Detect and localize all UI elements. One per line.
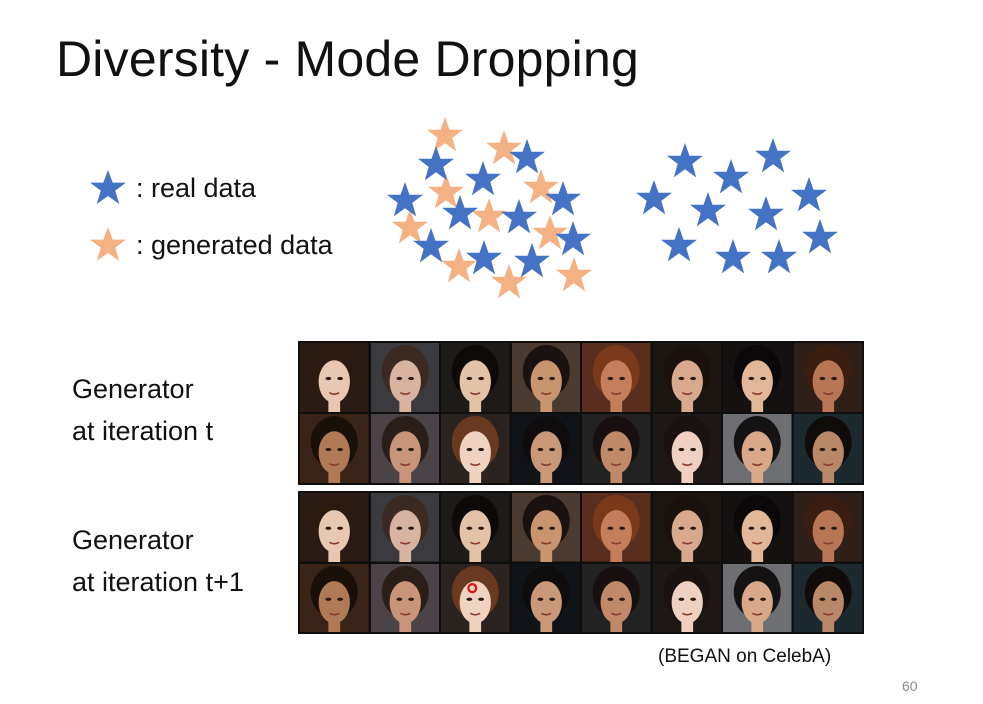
iteration-t-face-thumbnail [511, 414, 580, 483]
iteration-t1-face-thumbnail [300, 563, 369, 632]
iteration-t1-face-thumbnail [511, 563, 580, 632]
iteration-t-face-thumbnail [300, 343, 369, 412]
iteration-t-face-thumbnail [793, 343, 862, 412]
iteration-t1-face-thumbnail [793, 493, 862, 562]
figure-caption: (BEGAN on CelebA) [658, 646, 832, 667]
legend-real: : real data [88, 168, 256, 208]
legend-real-label: : real data [136, 172, 257, 203]
iteration-t-face-thumbnail [441, 414, 510, 483]
generator-t-line1: Generator [72, 374, 194, 404]
iteration-t1-face-thumbnail [652, 563, 721, 632]
iteration-t-face-thumbnail [300, 414, 369, 483]
iteration-t-face-thumbnail [441, 343, 510, 412]
iteration-t-face-thumbnail [511, 343, 580, 412]
iteration-t1-face-thumbnail [582, 493, 651, 562]
slide-title: Diversity - Mode Dropping [56, 31, 639, 87]
iteration-t1-face-thumbnail [582, 563, 651, 632]
iteration-t1-face-thumbnail [511, 493, 580, 562]
legend-generated: : generated data [88, 225, 333, 265]
iteration-t1-face-thumbnail [370, 563, 439, 632]
iteration-t1-face-thumbnail [441, 563, 510, 632]
iteration-t-face-thumbnail [582, 343, 651, 412]
face-grid-iteration-t1 [298, 491, 864, 634]
real-star-cluster [636, 138, 838, 274]
iteration-t-face-thumbnail [723, 414, 792, 483]
iteration-t1-face-thumbnail [723, 563, 792, 632]
iteration-t-face-thumbnail [652, 343, 721, 412]
iteration-t1-face-thumbnail [441, 493, 510, 562]
iteration-t1-face-thumbnail [370, 493, 439, 562]
iteration-t1-face-thumbnail [300, 493, 369, 562]
face-grid-iteration-t [298, 341, 864, 485]
iteration-t-face-thumbnail [723, 343, 792, 412]
iteration-t-face-thumbnail [582, 414, 651, 483]
generator-t-label: Generator at iteration t [72, 368, 213, 452]
iteration-t1-face-thumbnail [652, 493, 721, 562]
generator-t1-line1: Generator [72, 525, 194, 555]
mixed-star-cluster [387, 117, 592, 299]
generator-t1-line2: at iteration t+1 [72, 567, 244, 597]
generator-t1-label: Generator at iteration t+1 [72, 519, 244, 603]
page-number: 60 [902, 678, 918, 694]
orange-star-icon [90, 227, 126, 261]
iteration-t-face-thumbnail [370, 343, 439, 412]
iteration-t-face-thumbnail [793, 414, 862, 483]
iteration-t-face-thumbnail [652, 414, 721, 483]
generator-t-line2: at iteration t [72, 416, 214, 446]
iteration-t-face-thumbnail [370, 414, 439, 483]
blue-star-icon [90, 170, 126, 204]
iteration-t1-face-thumbnail [793, 563, 862, 632]
iteration-t1-face-thumbnail [723, 493, 792, 562]
legend-generated-label: : generated data [136, 229, 333, 260]
